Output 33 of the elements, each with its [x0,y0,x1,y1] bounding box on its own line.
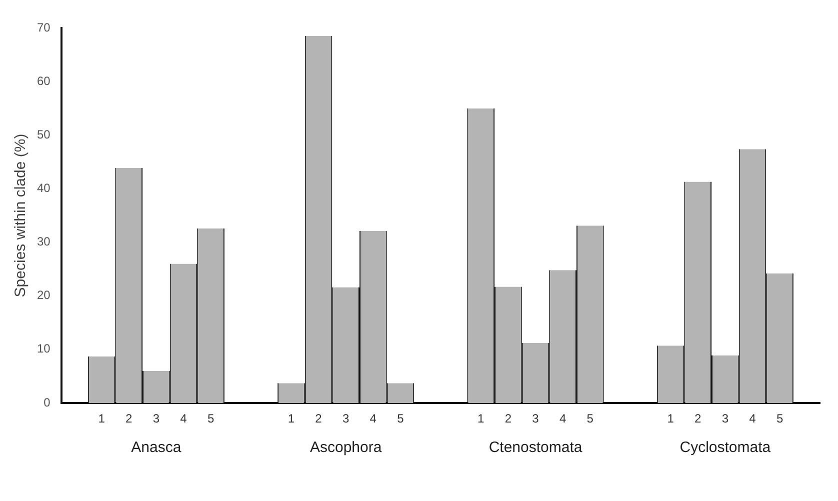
y-tick-label: 30 [36,234,51,249]
series-label: 3 [152,411,160,426]
text: 2 [315,411,322,426]
series-label: 5 [207,411,214,426]
text: 1 [478,411,484,426]
text: 4 [370,411,376,426]
y-tick-label: 0 [44,395,51,410]
x-tick-label: Ctenostomata [488,439,583,456]
text: 3 [342,411,350,426]
text: 2 [694,411,702,426]
series-label: 1 [98,411,106,426]
x-tick-label: Cyclostomata [680,439,772,456]
y-tick-label: 10 [36,342,51,356]
text: 3 [532,411,539,426]
y-tick-label: 20 [36,288,51,302]
series-label: 2 [126,411,133,426]
series-label: 4 [180,411,188,426]
text: 2 [504,411,512,426]
y-tick-label: 60 [36,74,51,88]
text: 4 [749,411,756,426]
text: 1 [288,411,295,426]
text: 5 [776,411,784,426]
x-tick-label: Anasca [131,439,182,456]
text: 4 [559,411,566,426]
text: 1 [667,411,674,426]
text: 5 [586,411,594,426]
x-tick-label: Ascophora [310,439,382,456]
text: 5 [397,411,404,426]
y-axis-title: Species within clade (%) [12,134,30,298]
y-tick-label: 50 [36,127,51,142]
y-tick-label: 40 [36,181,51,196]
y-tick-label: 70 [36,20,51,34]
text: 3 [722,411,729,426]
